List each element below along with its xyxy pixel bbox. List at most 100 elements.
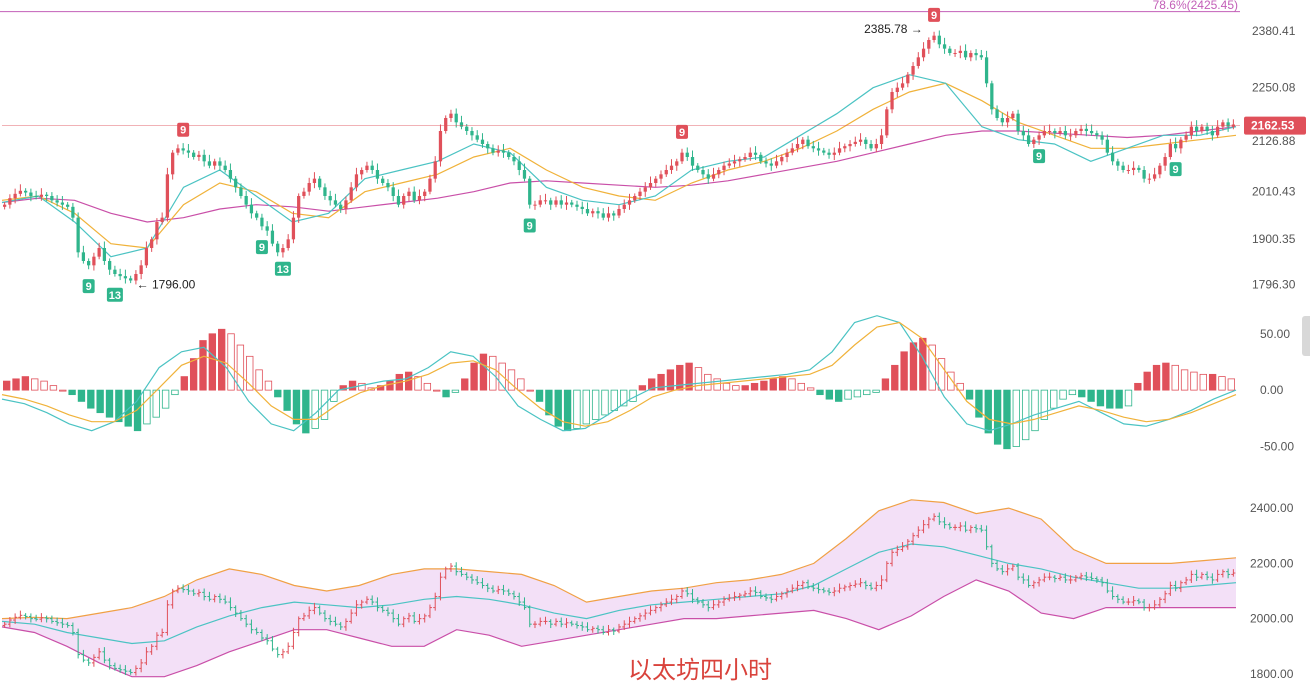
candle <box>139 260 143 280</box>
candle-body <box>1047 131 1052 132</box>
candle-body <box>45 194 49 196</box>
candle-body <box>948 48 952 53</box>
ohlc-bar <box>753 586 758 597</box>
candle <box>1058 127 1062 136</box>
macd-histogram-bar <box>825 389 834 400</box>
ohlc-bar <box>1215 569 1220 583</box>
macd-histogram-bar <box>433 389 441 392</box>
candle-body <box>207 161 212 166</box>
candle <box>365 161 369 173</box>
panel-resize-handle[interactable] <box>1302 316 1310 356</box>
candle-body <box>517 161 521 170</box>
candle-body <box>806 139 810 147</box>
candle-body <box>858 139 863 142</box>
candle-body <box>727 163 731 166</box>
candle-body <box>921 48 926 58</box>
candle <box>780 154 784 166</box>
ohlc-bar <box>506 588 511 596</box>
chart-caption: 以太坊四小时 <box>628 657 772 684</box>
candle-body <box>617 209 621 216</box>
candle <box>722 161 726 176</box>
ohlc-bar <box>112 662 117 671</box>
candle-body <box>454 113 458 123</box>
candle <box>234 176 238 193</box>
candle <box>286 234 290 251</box>
candle-body <box>50 196 54 201</box>
ohlc-bar <box>701 599 706 608</box>
candle-body <box>297 196 301 218</box>
candle-body <box>974 53 978 56</box>
macd-histogram-bar <box>526 389 534 392</box>
candle-body <box>1084 128 1088 131</box>
candle <box>87 258 91 270</box>
ohlc-bar <box>790 584 795 594</box>
candle-body <box>522 170 527 179</box>
candle-body <box>528 178 532 205</box>
candle-body <box>1053 131 1057 134</box>
candle <box>150 236 154 252</box>
ma-fast-line <box>1 74 1237 258</box>
macd-histogram-bar <box>778 376 787 391</box>
td-signal-label: 9 <box>86 281 92 293</box>
candle-body <box>92 256 96 266</box>
candle <box>643 182 647 197</box>
candle <box>727 158 731 169</box>
candle-body <box>423 191 427 196</box>
macd-histogram-bar <box>498 362 506 391</box>
candle <box>911 62 915 80</box>
candle-body <box>564 202 569 205</box>
ohlc-bar <box>1147 603 1152 612</box>
candle-body <box>1173 144 1178 149</box>
candle <box>785 148 789 163</box>
candle <box>874 138 878 153</box>
ohlc-bar <box>1168 581 1173 596</box>
ohlc-bar <box>574 621 579 629</box>
macd-histogram-bar <box>386 380 394 391</box>
candle-body <box>790 148 794 153</box>
candle-body <box>2 204 7 207</box>
ohlc-bar <box>454 562 459 576</box>
candle-body <box>165 174 170 218</box>
macd-histogram-bar <box>1227 378 1235 391</box>
macd-histogram-bar <box>535 389 544 402</box>
candle <box>407 187 411 202</box>
ohlc-bar <box>60 618 65 629</box>
ohlc-bar <box>490 585 495 594</box>
candle-body <box>1037 135 1041 140</box>
candle-body <box>638 191 642 196</box>
candle-body <box>265 226 269 231</box>
candle-body <box>995 109 999 118</box>
candle-body <box>585 209 590 214</box>
candle-body <box>801 139 805 144</box>
macd-histogram-bar <box>1115 389 1123 409</box>
candle <box>942 37 947 54</box>
macd-histogram-bar <box>638 385 647 391</box>
ohlc-bar <box>1199 572 1204 580</box>
ohlc-bar <box>28 613 33 623</box>
candle <box>1047 124 1052 135</box>
candle <box>470 127 474 141</box>
ohlc-bar <box>921 519 926 534</box>
candle-body <box>627 200 632 205</box>
candle <box>890 88 894 114</box>
candle-body <box>1100 135 1104 140</box>
macd-histogram-bar <box>629 389 637 402</box>
candle <box>538 195 542 208</box>
candle-body <box>496 150 500 153</box>
ohlc-bar <box>543 616 548 625</box>
candle <box>344 196 348 215</box>
candle <box>774 154 779 169</box>
candle <box>1147 173 1151 184</box>
ohlc-bar <box>343 618 348 631</box>
macd-histogram-bar <box>59 389 67 392</box>
macd-histogram-bar <box>87 389 95 409</box>
candle-body <box>129 278 133 281</box>
candle <box>144 241 149 268</box>
candle <box>617 205 621 219</box>
candle <box>533 200 537 210</box>
candle-body <box>76 217 80 253</box>
ohlc-bar <box>564 618 569 629</box>
candle-body <box>307 183 311 192</box>
macd-histogram-bar <box>255 369 263 391</box>
ohlc-bar <box>65 621 70 628</box>
